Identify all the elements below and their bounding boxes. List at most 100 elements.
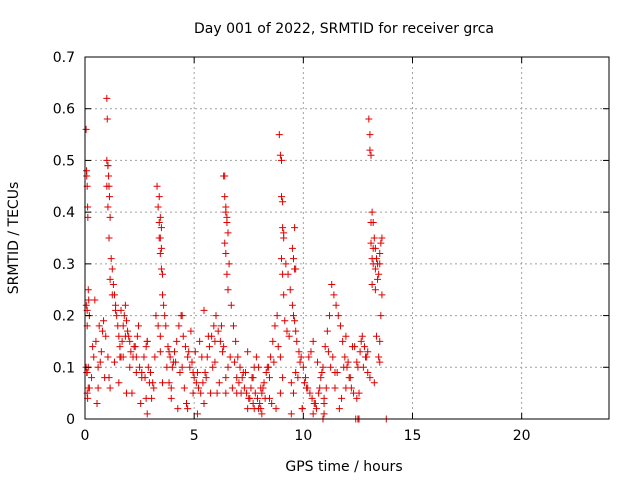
data-point xyxy=(223,218,231,226)
data-point xyxy=(359,363,367,371)
data-point xyxy=(157,244,165,252)
data-point xyxy=(178,363,186,371)
data-point xyxy=(346,374,354,382)
data-point xyxy=(362,353,370,361)
data-point xyxy=(211,337,219,345)
data-point xyxy=(178,312,186,320)
data-point xyxy=(272,405,280,413)
data-point xyxy=(258,410,266,418)
data-point xyxy=(115,332,123,340)
data-point xyxy=(144,363,152,371)
data-point xyxy=(191,348,199,356)
data-point xyxy=(364,368,372,376)
data-point xyxy=(175,322,183,330)
data-point xyxy=(240,384,248,392)
data-point xyxy=(276,151,284,159)
data-point xyxy=(251,389,259,397)
data-point xyxy=(163,363,171,371)
data-point xyxy=(90,353,98,361)
data-point xyxy=(84,384,92,392)
data-point xyxy=(366,374,374,382)
data-point xyxy=(83,172,91,180)
data-point xyxy=(217,322,225,330)
data-point xyxy=(84,213,92,221)
data-point xyxy=(84,286,92,294)
data-point xyxy=(161,312,169,320)
plot-frame xyxy=(84,56,610,420)
data-point xyxy=(378,234,386,242)
data-point xyxy=(167,384,175,392)
data-point xyxy=(348,343,356,351)
data-point xyxy=(222,374,230,382)
y-tick-label: 0.3 xyxy=(53,257,75,273)
data-point xyxy=(190,374,198,382)
data-point xyxy=(237,389,245,397)
data-point xyxy=(235,379,243,387)
data-point xyxy=(103,94,111,102)
data-point xyxy=(239,368,247,376)
x-tick-label: 0 xyxy=(81,428,90,444)
data-point xyxy=(147,368,154,376)
data-point xyxy=(376,358,384,366)
data-point xyxy=(300,379,308,387)
data-point xyxy=(342,384,350,392)
data-point xyxy=(276,389,284,397)
data-point xyxy=(228,384,236,392)
data-point xyxy=(330,291,338,299)
data-point xyxy=(104,353,112,361)
data-point xyxy=(133,332,141,340)
data-point xyxy=(265,374,273,382)
data-point xyxy=(202,374,210,382)
data-point xyxy=(159,291,167,299)
data-point xyxy=(227,301,235,309)
data-point xyxy=(82,125,90,133)
data-point xyxy=(154,203,162,211)
data-point xyxy=(260,379,268,387)
data-point xyxy=(209,363,217,371)
data-point xyxy=(312,405,320,413)
data-point xyxy=(268,399,276,407)
data-point xyxy=(353,394,361,402)
data-point xyxy=(324,348,332,356)
data-point xyxy=(141,374,149,382)
data-point xyxy=(200,399,208,407)
data-point xyxy=(127,348,135,356)
data-point xyxy=(234,353,242,361)
data-point xyxy=(102,332,110,340)
data-point xyxy=(154,322,162,330)
data-point xyxy=(150,384,158,392)
data-point xyxy=(100,317,108,325)
data-point xyxy=(201,368,209,376)
data-point xyxy=(274,343,282,351)
y-tick-label: 0.1 xyxy=(53,360,75,376)
data-point xyxy=(368,281,376,289)
data-point xyxy=(299,363,307,371)
data-point xyxy=(253,394,261,402)
data-point xyxy=(212,312,220,320)
data-point xyxy=(126,337,134,345)
data-point xyxy=(291,317,299,325)
data-point xyxy=(221,193,229,201)
data-point xyxy=(108,291,116,299)
data-point xyxy=(357,337,365,345)
data-point xyxy=(296,358,304,366)
data-point xyxy=(376,250,384,258)
data-point xyxy=(291,224,299,232)
data-point xyxy=(156,213,164,221)
data-point xyxy=(184,405,192,413)
data-point xyxy=(341,353,349,361)
data-point xyxy=(220,343,228,351)
data-point xyxy=(320,399,328,407)
data-point xyxy=(193,368,201,376)
data-point xyxy=(236,363,244,371)
data-point xyxy=(156,332,164,340)
data-point xyxy=(126,363,134,371)
data-point xyxy=(104,203,112,211)
data-point xyxy=(193,410,201,418)
data-point xyxy=(211,358,219,366)
data-point xyxy=(204,332,212,340)
data-point xyxy=(326,312,334,320)
data-point xyxy=(113,312,121,320)
data-point xyxy=(334,312,342,320)
